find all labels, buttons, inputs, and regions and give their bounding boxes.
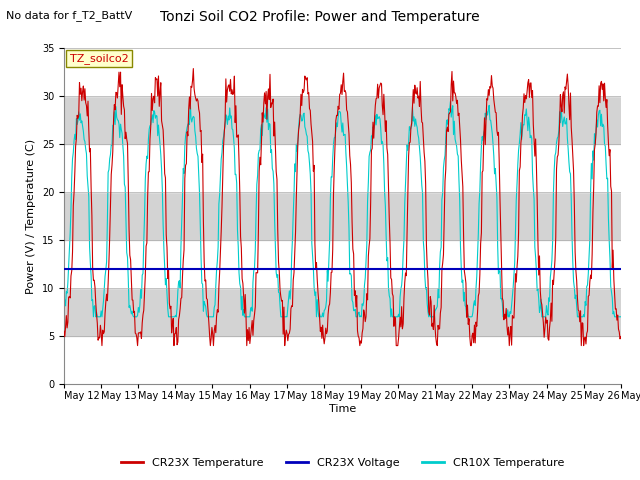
Text: Tonzi Soil CO2 Profile: Power and Temperature: Tonzi Soil CO2 Profile: Power and Temper… (160, 10, 480, 24)
Legend: CR23X Temperature, CR23X Voltage, CR10X Temperature: CR23X Temperature, CR23X Voltage, CR10X … (116, 454, 568, 472)
Bar (64, 288, 621, 336)
X-axis label: Time: Time (329, 404, 356, 414)
Bar (64, 96, 621, 144)
Bar (64, 240, 621, 288)
Bar (64, 336, 621, 384)
Text: TZ_soilco2: TZ_soilco2 (70, 53, 128, 64)
Y-axis label: Power (V) / Temperature (C): Power (V) / Temperature (C) (26, 138, 36, 294)
Bar (64, 48, 621, 96)
Bar (64, 144, 621, 192)
Text: No data for f_T2_BattV: No data for f_T2_BattV (6, 10, 132, 21)
Bar (64, 192, 621, 240)
